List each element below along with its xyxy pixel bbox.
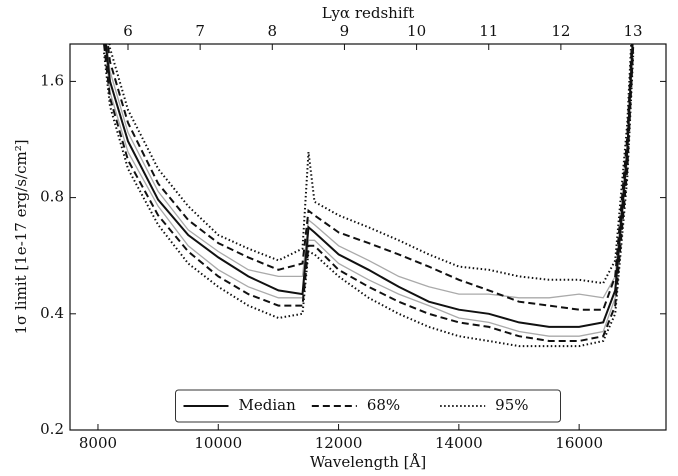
x-tick-label: 12000: [315, 434, 363, 452]
x-axis-label: Wavelength [Å]: [310, 453, 426, 471]
series-line: [103, 44, 635, 342]
x2-tick-label: 10: [407, 22, 426, 40]
plot-area: [103, 44, 635, 348]
x2-tick-label: 6: [123, 22, 133, 40]
y-tick-label: 0.2: [40, 420, 64, 438]
series-line: [104, 44, 634, 328]
individual-line: [106, 44, 633, 299]
x2-tick-label: 11: [479, 22, 498, 40]
legend-label: 68%: [367, 396, 400, 414]
series-line: [103, 52, 635, 348]
x2-tick-label: 9: [340, 22, 350, 40]
y-tick-label: 1.6: [40, 71, 64, 89]
individual-line: [104, 44, 634, 337]
x-tick-label: 10000: [194, 434, 242, 452]
x2-axis-label: Lyα redshift: [322, 4, 414, 22]
series-line: [106, 44, 633, 311]
x2-tick-label: 7: [195, 22, 205, 40]
legend-label: 95%: [495, 396, 528, 414]
series-line: [108, 44, 633, 285]
y-axis-label: 1σ limit [1e-17 erg/s/cm²]: [12, 139, 30, 334]
x-tick-label: 14000: [435, 434, 483, 452]
x2-tick-label: 8: [268, 22, 278, 40]
y-tick-label: 0.8: [40, 188, 64, 206]
x-tick-label: 8000: [79, 434, 117, 452]
y-tick-label: 0.4: [40, 304, 64, 322]
axes-frame: [69, 43, 667, 431]
legend-box: [175, 389, 561, 423]
legend-label: Median: [239, 396, 297, 414]
x2-tick-label: 13: [623, 22, 642, 40]
x-tick-label: 16000: [555, 434, 603, 452]
x2-tick-label: 12: [551, 22, 570, 40]
